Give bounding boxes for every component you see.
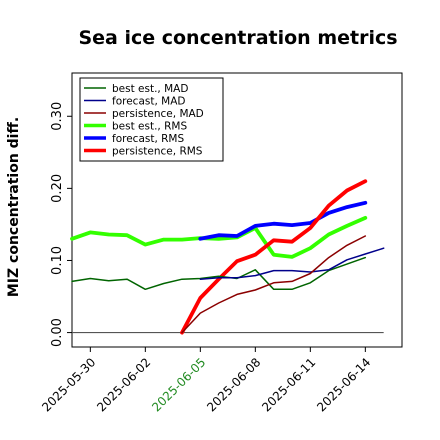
- y-tick-label: 0.30: [50, 102, 65, 131]
- series-lines: [70, 179, 385, 335]
- y-tick-label: 0.00: [50, 318, 65, 347]
- legend-entry-label: persistence, MAD: [112, 108, 204, 120]
- chart-title: Sea ice concentration metrics: [78, 27, 397, 49]
- legend-entry-label: best est., RMS: [112, 121, 187, 133]
- legend-box: [79, 77, 224, 162]
- legend-entry-label: best est., MAD: [112, 83, 188, 95]
- y-tick-label: 0.20: [50, 174, 65, 203]
- legend-entry-label: forecast, RMS: [112, 133, 184, 145]
- legend-entry-label: forecast, MAD: [112, 96, 185, 108]
- series-line-0: [71, 256, 367, 291]
- legend-entry-label: persistence, RMS: [112, 146, 203, 158]
- series-line-3: [70, 215, 368, 259]
- series-line-5: [180, 179, 368, 335]
- series-line-1: [199, 247, 385, 280]
- series-line-2: [181, 235, 367, 334]
- plot-area: [71, 72, 403, 348]
- y-axis-ticks: 0.00 0.10 0.20 0.30: [50, 102, 72, 347]
- y-tick-label: 0.10: [50, 246, 65, 275]
- y-axis-label: MIZ concentration diff.: [6, 117, 22, 297]
- series-line-4: [198, 200, 368, 241]
